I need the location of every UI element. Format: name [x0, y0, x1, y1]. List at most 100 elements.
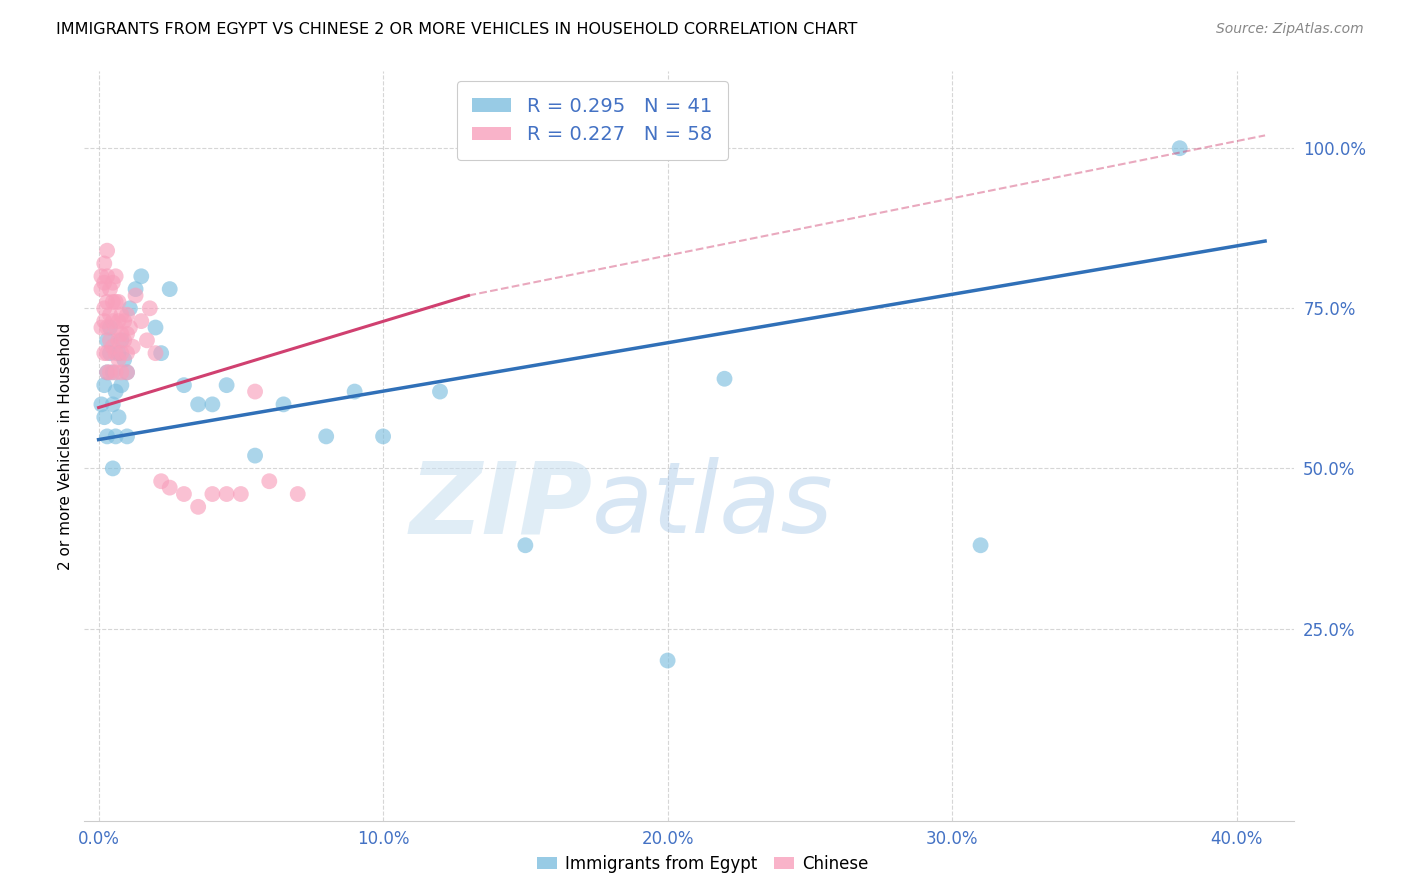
Point — [96, 365, 118, 379]
Point — [201, 487, 224, 501]
Point — [315, 429, 337, 443]
Point — [110, 365, 132, 379]
Point — [101, 276, 124, 290]
Point — [115, 429, 138, 443]
Point — [115, 365, 138, 379]
Point — [96, 269, 118, 284]
Point — [107, 294, 129, 309]
Point — [173, 487, 195, 501]
Point — [90, 282, 112, 296]
Legend: R = 0.295   N = 41, R = 0.227   N = 58: R = 0.295 N = 41, R = 0.227 N = 58 — [457, 81, 728, 160]
Point — [96, 346, 118, 360]
Point — [173, 378, 195, 392]
Text: ZIP: ZIP — [409, 458, 592, 555]
Point — [93, 256, 115, 270]
Point — [101, 397, 124, 411]
Point — [104, 346, 127, 360]
Point — [110, 308, 132, 322]
Point — [98, 365, 121, 379]
Point — [243, 449, 266, 463]
Point — [96, 429, 118, 443]
Point — [343, 384, 366, 399]
Point — [129, 314, 152, 328]
Point — [104, 429, 127, 443]
Point — [98, 282, 121, 296]
Point — [1168, 141, 1191, 155]
Point — [96, 244, 118, 258]
Point — [115, 365, 138, 379]
Point — [229, 487, 252, 501]
Point — [101, 365, 124, 379]
Point — [187, 397, 209, 411]
Point — [98, 346, 121, 360]
Point — [145, 320, 167, 334]
Point — [98, 320, 121, 334]
Point — [96, 320, 118, 334]
Point — [159, 481, 181, 495]
Point — [101, 340, 124, 354]
Point — [201, 397, 224, 411]
Point — [96, 365, 118, 379]
Text: Source: ZipAtlas.com: Source: ZipAtlas.com — [1216, 22, 1364, 37]
Point — [150, 346, 173, 360]
Point — [112, 334, 135, 348]
Point — [93, 346, 115, 360]
Point — [110, 346, 132, 360]
Y-axis label: 2 or more Vehicles in Household: 2 or more Vehicles in Household — [58, 322, 73, 570]
Point — [115, 346, 138, 360]
Point — [371, 429, 394, 443]
Point — [110, 378, 132, 392]
Point — [713, 372, 735, 386]
Point — [121, 340, 143, 354]
Point — [110, 334, 132, 348]
Point — [129, 269, 152, 284]
Point — [259, 474, 281, 488]
Point — [107, 314, 129, 328]
Point — [150, 474, 173, 488]
Point — [101, 314, 124, 328]
Point — [93, 378, 115, 392]
Point — [104, 320, 127, 334]
Point — [90, 269, 112, 284]
Point — [96, 334, 118, 348]
Point — [93, 276, 115, 290]
Point — [969, 538, 991, 552]
Point — [118, 301, 141, 316]
Point — [104, 269, 127, 284]
Point — [93, 314, 115, 328]
Point — [429, 384, 451, 399]
Point — [90, 397, 112, 411]
Point — [104, 365, 127, 379]
Point — [93, 301, 115, 316]
Point — [112, 352, 135, 367]
Point — [657, 654, 679, 668]
Point — [136, 334, 159, 348]
Point — [104, 384, 127, 399]
Point — [98, 334, 121, 348]
Point — [145, 346, 167, 360]
Point — [107, 352, 129, 367]
Point — [273, 397, 295, 411]
Point — [101, 294, 124, 309]
Point — [93, 410, 115, 425]
Point — [515, 538, 537, 552]
Point — [287, 487, 309, 501]
Point — [107, 334, 129, 348]
Point — [107, 346, 129, 360]
Point — [96, 294, 118, 309]
Point — [101, 461, 124, 475]
Point — [107, 410, 129, 425]
Point — [243, 384, 266, 399]
Point — [139, 301, 162, 316]
Point — [104, 294, 127, 309]
Point — [115, 326, 138, 341]
Point — [118, 320, 141, 334]
Text: IMMIGRANTS FROM EGYPT VS CHINESE 2 OR MORE VEHICLES IN HOUSEHOLD CORRELATION CHA: IMMIGRANTS FROM EGYPT VS CHINESE 2 OR MO… — [56, 22, 858, 37]
Point — [215, 487, 238, 501]
Text: atlas: atlas — [592, 458, 834, 555]
Point — [124, 282, 146, 296]
Point — [124, 288, 146, 302]
Point — [115, 308, 138, 322]
Point — [112, 314, 135, 328]
Point — [110, 326, 132, 341]
